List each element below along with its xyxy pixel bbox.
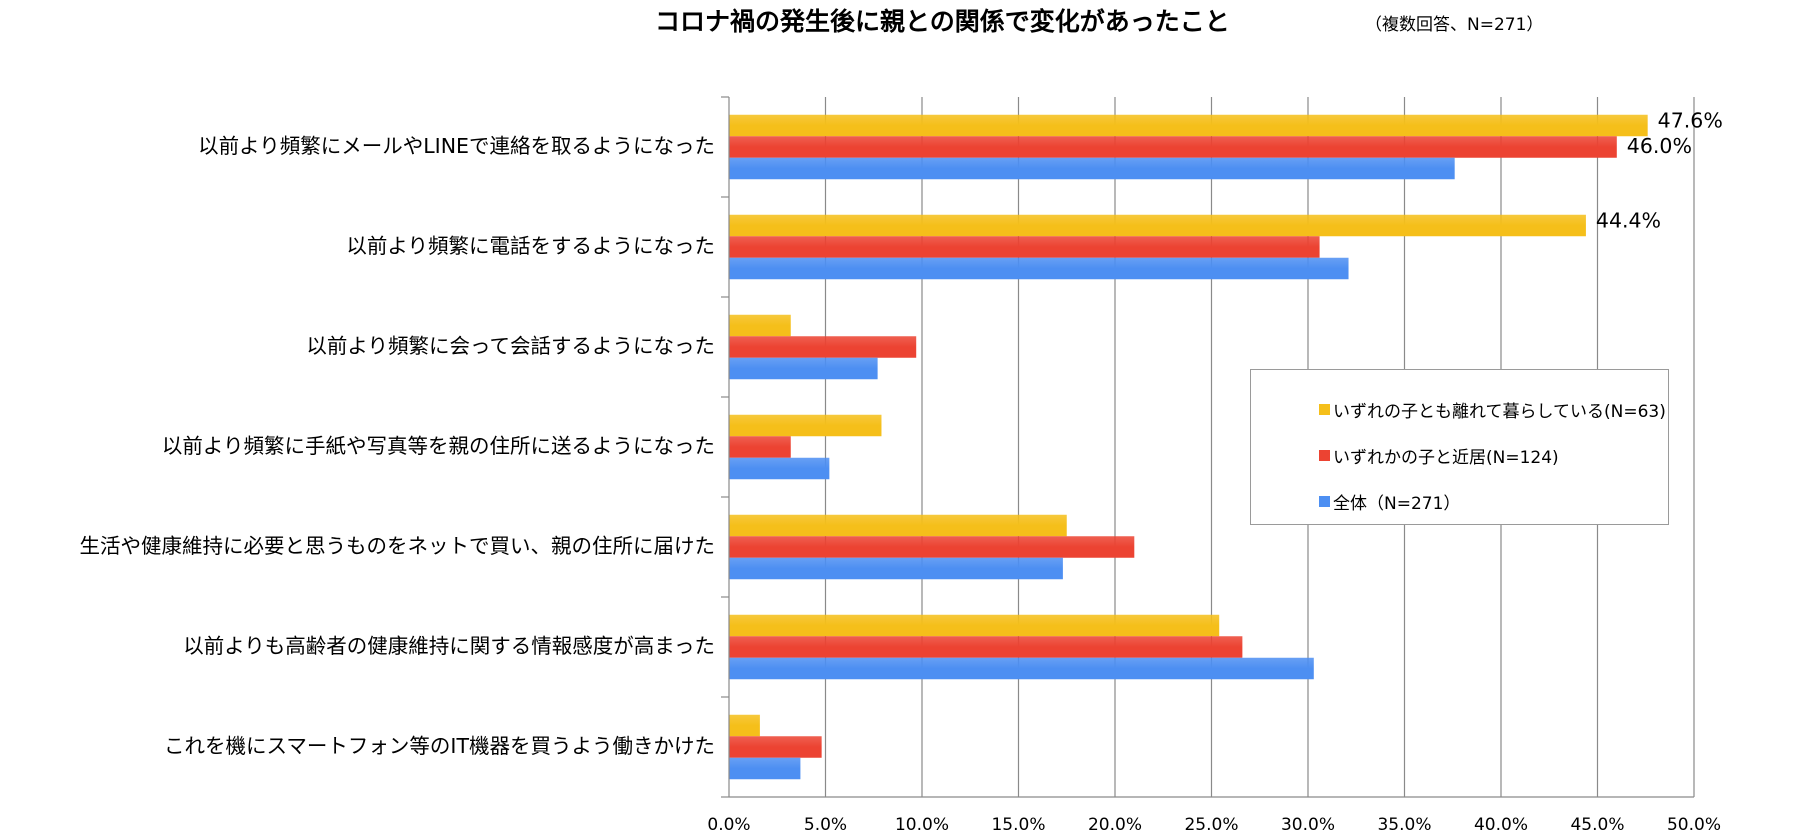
x-tick-label: 5.0%: [804, 815, 847, 835]
legend-item-total: 全体（N=271）: [1319, 489, 1460, 514]
chart-note: （複数回答、N=271）: [1365, 15, 1544, 35]
legend-label-total: 全体（N=271）: [1333, 494, 1461, 514]
bar-s2-c3: [729, 336, 917, 358]
bar-s1-c6: [729, 614, 1220, 637]
bar-s1-c7: [729, 714, 760, 737]
bar-s3-c4: [729, 457, 830, 480]
bar-s2-c2: [729, 236, 1320, 258]
bar-s2-c5: [729, 536, 1135, 558]
bar-s3-c1: [729, 157, 1455, 180]
legend: いずれの子とも離れて暮らしている(N=63) いずれかの子と近居(N=124) …: [1250, 369, 1669, 525]
category-label: 以前より頻繁にメールやLINEで連絡を取るようになった: [198, 134, 715, 158]
category-label: これを機にスマートフォン等のIT機器を買うよう働きかけた: [164, 734, 715, 758]
category-label: 以前より頻繁に手紙や写真等を親の住所に送るようになった: [162, 434, 715, 458]
data-label: 46.0%: [1627, 134, 1692, 158]
bar-s3-c3: [729, 357, 878, 380]
legend-item-nearby: いずれかの子と近居(N=124): [1319, 443, 1559, 468]
bar-s3-c6: [729, 657, 1314, 680]
x-tick-label: 45.0%: [1570, 815, 1624, 835]
bar-s1-c2: [729, 214, 1586, 237]
legend-label-separate: いずれの子とも離れて暮らしている(N=63): [1333, 402, 1666, 422]
bar-s1-c3: [729, 314, 791, 337]
legend-swatch-nearby: [1319, 450, 1330, 461]
x-tick-label: 15.0%: [991, 815, 1045, 835]
bar-s2-c6: [729, 636, 1243, 658]
bar-s2-c4: [729, 436, 791, 458]
category-label: 以前よりも高齢者の健康維持に関する情報感度が高まった: [183, 634, 715, 658]
x-tick-label: 25.0%: [1184, 815, 1238, 835]
legend-label-nearby: いずれかの子と近居(N=124): [1333, 448, 1559, 468]
x-tick-label: 50.0%: [1667, 815, 1721, 835]
x-tick-label: 10.0%: [895, 815, 949, 835]
data-label: 44.4%: [1596, 209, 1661, 233]
x-tick-label: 0.0%: [707, 815, 750, 835]
x-tick-label: 30.0%: [1281, 815, 1335, 835]
bar-s1-c4: [729, 414, 882, 437]
bar-s2-c7: [729, 736, 822, 758]
category-label: 以前より頻繁に電話をするようになった: [346, 234, 715, 258]
bar-s3-c2: [729, 257, 1349, 280]
bar-s1-c5: [729, 514, 1067, 537]
category-label: 生活や健康維持に必要と思うものをネットで買い、親の住所に届けた: [80, 534, 716, 558]
bar-s3-c5: [729, 557, 1063, 580]
bar-s1-c1: [729, 114, 1648, 137]
category-label: 以前より頻繁に会って会話するようになった: [306, 334, 715, 358]
legend-item-separate: いずれの子とも離れて暮らしている(N=63): [1319, 397, 1666, 422]
chart-title: コロナ禍の発生後に親との関係で変化があったこと: [655, 7, 1230, 36]
bar-s2-c1: [729, 136, 1617, 158]
x-tick-label: 35.0%: [1377, 815, 1431, 835]
x-tick-label: 40.0%: [1474, 815, 1528, 835]
legend-swatch-separate: [1319, 404, 1330, 415]
legend-swatch-total: [1319, 496, 1330, 507]
bar-s3-c7: [729, 757, 801, 780]
x-tick-label: 20.0%: [1088, 815, 1142, 835]
data-label: 47.6%: [1658, 109, 1723, 133]
